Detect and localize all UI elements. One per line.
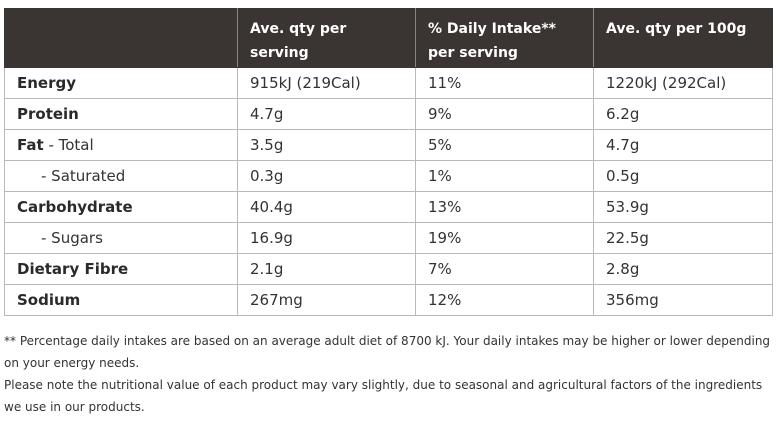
footnotes: ** Percentage daily intakes are based on… — [4, 330, 776, 418]
cell-per-100g: 4.7g — [593, 129, 773, 161]
cell-serving: 2.1g — [237, 253, 416, 285]
nutrient-label: - Saturated — [41, 167, 126, 185]
table-row-protein: Protein 4.7g 9% 6.2g — [4, 98, 773, 130]
cell-daily-intake: 9% — [415, 98, 594, 130]
nutrient-name: Protein — [4, 98, 238, 130]
nutrient-suffix: - Total — [43, 136, 94, 154]
cell-per-100g: 1220kJ (292Cal) — [593, 67, 773, 99]
header-blank — [4, 8, 238, 68]
nutrient-name: Dietary Fibre — [4, 253, 238, 285]
table-row-sodium: Sodium 267mg 12% 356mg — [4, 284, 773, 316]
cell-daily-intake: 11% — [415, 67, 594, 99]
table-row-fat: Fat - Total 3.5g 5% 4.7g — [4, 129, 773, 161]
nutrient-label: Fat — [17, 136, 44, 154]
cell-per-100g: 2.8g — [593, 253, 773, 285]
nutrient-name: - Saturated — [4, 160, 238, 192]
cell-daily-intake: 7% — [415, 253, 594, 285]
header-daily-intake: % Daily Intake** per serving — [415, 8, 594, 68]
footnote-daily-intake: ** Percentage daily intakes are based on… — [4, 334, 771, 370]
cell-per-100g: 53.9g — [593, 191, 773, 223]
nutrient-label: Carbohydrate — [17, 198, 133, 216]
nutrient-label: Dietary Fibre — [17, 260, 129, 278]
nutrient-label: Energy — [17, 74, 77, 92]
table-row-carbohydrate: Carbohydrate 40.4g 13% 53.9g — [4, 191, 773, 223]
cell-serving: 0.3g — [237, 160, 416, 192]
nutrient-name: - Sugars — [4, 222, 238, 254]
cell-daily-intake: 13% — [415, 191, 594, 223]
cell-serving: 267mg — [237, 284, 416, 316]
table-row-sugars: - Sugars 16.9g 19% 22.5g — [4, 222, 773, 254]
cell-serving: 40.4g — [237, 191, 416, 223]
cell-daily-intake: 1% — [415, 160, 594, 192]
nutrient-name: Carbohydrate — [4, 191, 238, 223]
cell-daily-intake: 19% — [415, 222, 594, 254]
header-qty-per-serving: Ave. qty per serving — [237, 8, 416, 68]
nutrient-name: Sodium — [4, 284, 238, 316]
nutrient-label: Protein — [17, 105, 79, 123]
cell-per-100g: 22.5g — [593, 222, 773, 254]
nutrient-label: Sodium — [17, 291, 81, 309]
cell-daily-intake: 12% — [415, 284, 594, 316]
nutrient-name: Fat - Total — [4, 129, 238, 161]
footnote-variation: Please note the nutritional value of eac… — [4, 378, 763, 414]
cell-per-100g: 0.5g — [593, 160, 773, 192]
nutrient-label: - Sugars — [41, 229, 103, 247]
cell-serving: 915kJ (219Cal) — [237, 67, 416, 99]
cell-serving: 4.7g — [237, 98, 416, 130]
cell-serving: 16.9g — [237, 222, 416, 254]
nutrition-table: Ave. qty per serving % Daily Intake** pe… — [4, 8, 773, 316]
cell-serving: 3.5g — [237, 129, 416, 161]
cell-daily-intake: 5% — [415, 129, 594, 161]
cell-per-100g: 6.2g — [593, 98, 773, 130]
nutrient-name: Energy — [4, 67, 238, 99]
table-row-saturated: - Saturated 0.3g 1% 0.5g — [4, 160, 773, 192]
table-row-dietary-fibre: Dietary Fibre 2.1g 7% 2.8g — [4, 253, 773, 285]
table-row-energy: Energy 915kJ (219Cal) 11% 1220kJ (292Cal… — [4, 67, 773, 99]
header-qty-per-100g: Ave. qty per 100g — [593, 8, 773, 68]
table-header-row: Ave. qty per serving % Daily Intake** pe… — [4, 8, 773, 68]
cell-per-100g: 356mg — [593, 284, 773, 316]
